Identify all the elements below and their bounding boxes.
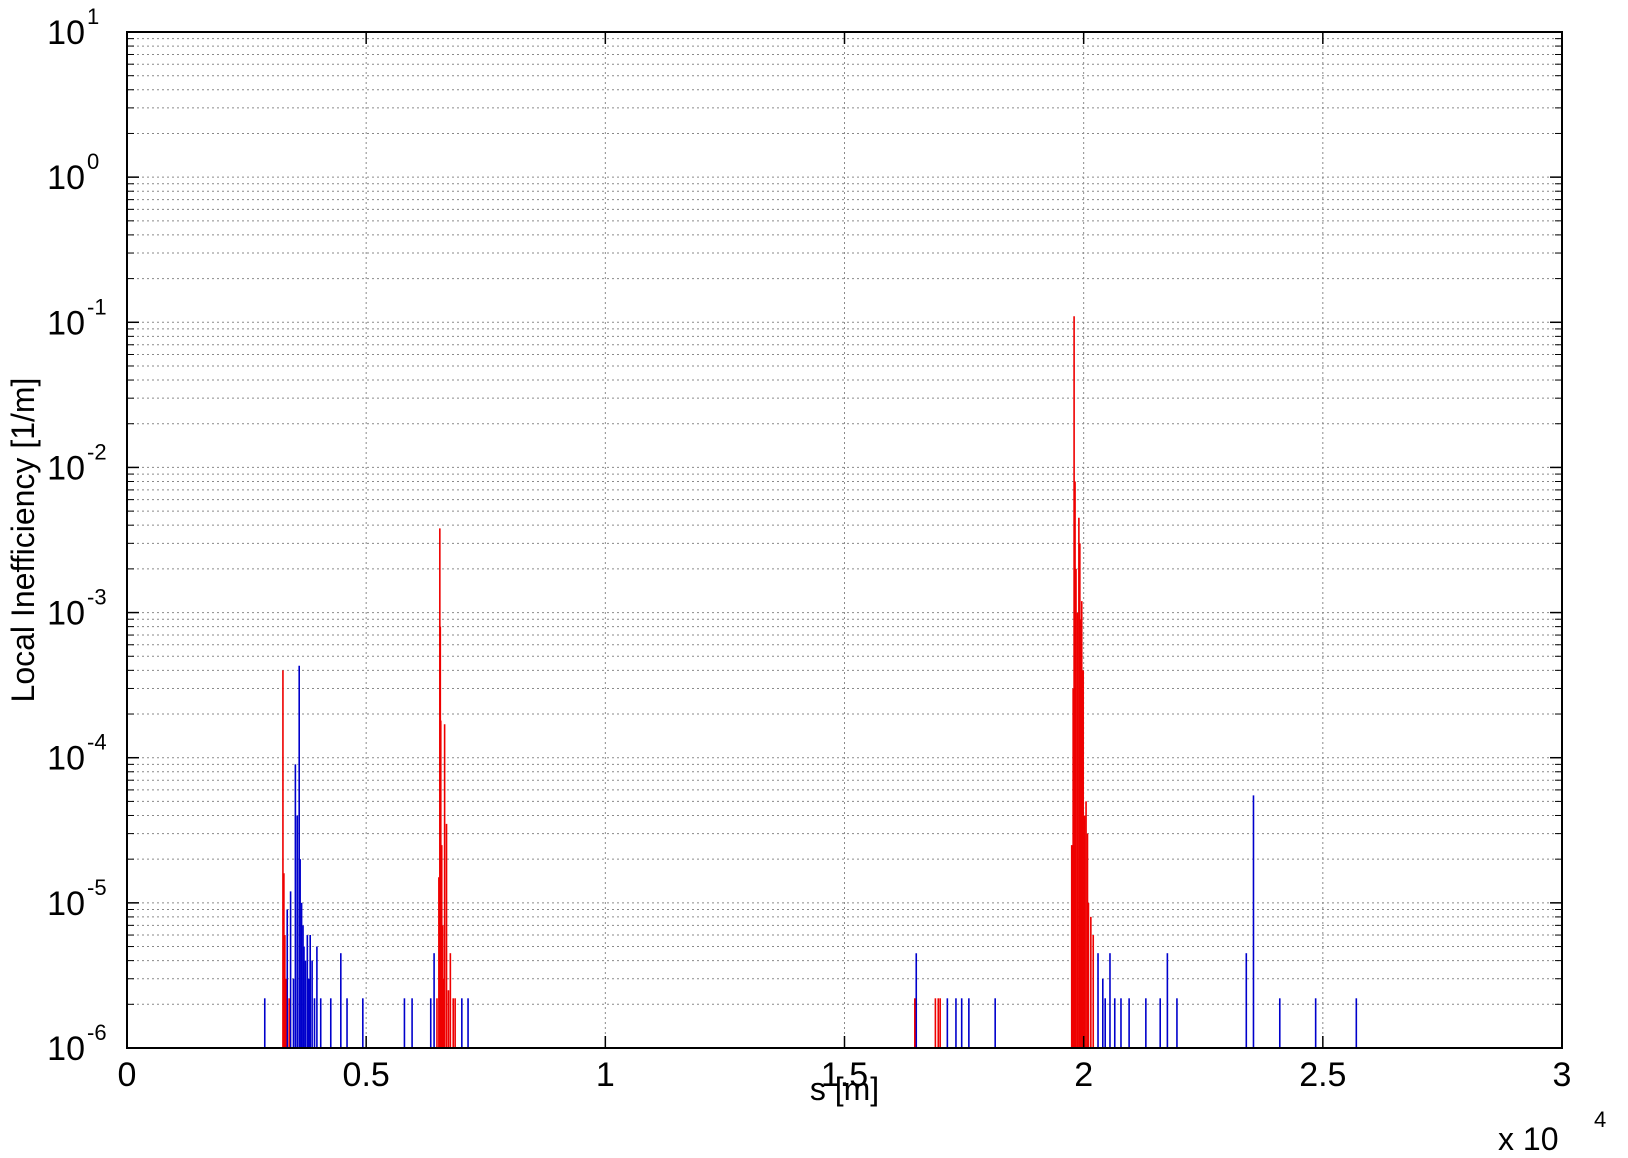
y-tick-label-exponent: -1 [87, 294, 107, 319]
x-tick-label: 1 [596, 1056, 615, 1094]
data-bars [263, 316, 1358, 1048]
y-tick-label: 10 -3 [47, 585, 106, 633]
x-tick-label: 0.5 [343, 1056, 390, 1094]
y-tick-label-exponent: -3 [87, 585, 107, 610]
y-tick-label-exponent: 1 [87, 4, 99, 29]
x-tick-label: 3 [1553, 1056, 1572, 1094]
y-tick-label-base: 10 [47, 304, 85, 342]
y-tick-label-base: 10 [47, 595, 85, 633]
y-tick-label: 10 -6 [47, 1020, 106, 1068]
y-tick-label: 10 1 [47, 4, 99, 52]
x-multiplier-exponent: 4 [1594, 1107, 1606, 1132]
y-axis-label: Local Inefficiency [1/m] [5, 378, 41, 703]
x-tick-label: 0 [118, 1056, 137, 1094]
y-tick-label: 10 0 [47, 149, 99, 197]
x-tick-label: 1.5 [821, 1056, 868, 1094]
x-tick-label: 2 [1074, 1056, 1093, 1094]
x-tick-label: 2.5 [1299, 1056, 1346, 1094]
x-multiplier-base: x 10 [1498, 1121, 1558, 1157]
y-tick-label-base: 10 [47, 14, 85, 52]
y-tick-label: 10 -4 [47, 730, 106, 778]
y-tick-label: 10 -2 [47, 439, 106, 487]
x-axis-label: s [m] [810, 1071, 879, 1107]
y-tick-label-exponent: -4 [87, 730, 107, 755]
y-tick-label-base: 10 [47, 740, 85, 778]
y-tick-label-exponent: 0 [87, 149, 99, 174]
y-tick-label: 10 -5 [47, 875, 106, 923]
y-tick-label-exponent: -5 [87, 875, 107, 900]
y-tick-label-base: 10 [47, 449, 85, 487]
y-tick-label-exponent: -2 [87, 439, 107, 464]
axis-ticks: 10 -610 -510 -410 -310 -210 -110 010 10 0.5 1 1.5 2 2… [47, 4, 1571, 1094]
y-tick-label-base: 10 [47, 885, 85, 923]
y-tick-label-base: 10 [47, 1030, 85, 1068]
y-tick-label-base: 10 [47, 159, 85, 197]
x-axis-multiplier: x 10 4 [1498, 1107, 1606, 1157]
y-tick-label: 10 -1 [47, 294, 106, 342]
y-tick-label-exponent: -6 [87, 1020, 107, 1045]
